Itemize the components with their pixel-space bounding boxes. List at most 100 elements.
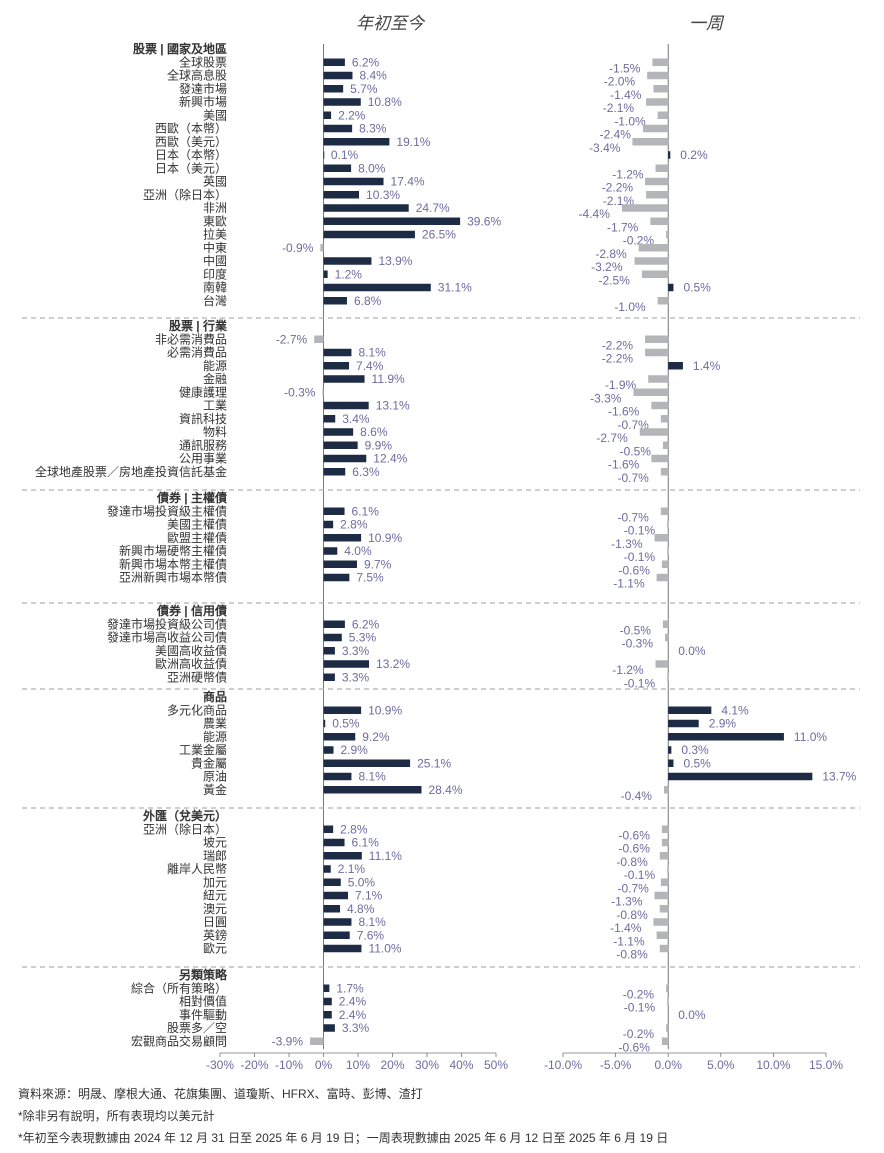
week-value-label: 0.3% — [681, 743, 709, 757]
ytd-value-label: 8.1% — [358, 346, 386, 360]
ytd-bar — [323, 759, 411, 767]
week-value-label: -2.2% — [602, 352, 634, 366]
week-bar — [648, 375, 669, 383]
ytd-bar — [323, 865, 331, 873]
category-label: 原油 — [203, 770, 227, 784]
week-value-label: -0.5% — [620, 444, 652, 458]
week-value-label: -1.1% — [613, 934, 645, 948]
week-bar — [647, 71, 669, 80]
ytd-value-label: 8.4% — [359, 69, 387, 83]
ytd-value-label: 6.1% — [352, 504, 380, 518]
category-label: 亞洲新興市場本幣債 — [119, 570, 227, 585]
category-label: 健康護理 — [179, 384, 227, 399]
ytd-value-label: 26.5% — [422, 228, 456, 242]
ytd-bar — [323, 997, 332, 1006]
ytd-value-label: 2.4% — [339, 1008, 367, 1022]
week-bar — [661, 825, 669, 833]
ytd-value-label: 17.4% — [391, 175, 425, 189]
ytd-bar — [323, 547, 338, 555]
category-label: 多元化商品 — [167, 702, 227, 717]
ytd-value-label: 8.0% — [358, 161, 386, 175]
category-label: 瑞郎 — [203, 849, 227, 863]
week-value-label: -1.9% — [605, 378, 637, 392]
category-label: 美國主權債 — [167, 517, 227, 532]
ytd-value-label: 5.0% — [348, 875, 376, 889]
week-value-label: -0.6% — [619, 828, 651, 842]
category-label: 綜合（所有策略） — [131, 980, 227, 995]
ytd-value-label: 28.4% — [428, 783, 462, 797]
category-label: 南韓 — [203, 280, 227, 295]
ytd-value-label: 31.1% — [438, 281, 472, 295]
week-bar — [646, 191, 669, 199]
panel-title-ytd: 年初至今 — [356, 14, 426, 33]
ytd-bar — [323, 931, 350, 939]
ytd-bar — [323, 905, 341, 913]
week-bar — [667, 865, 669, 873]
x-tick-label-ytd: 40% — [449, 1058, 473, 1072]
week-value-label: -1.3% — [611, 537, 643, 551]
ytd-value-label: 8.1% — [358, 770, 386, 784]
category-label: 日本（本幣） — [155, 148, 227, 162]
ytd-bar — [323, 283, 431, 292]
x-tick-label-week: -10.0% — [544, 1058, 582, 1072]
week-value-label: -0.2% — [623, 1027, 655, 1041]
ytd-value-label: 0.1% — [331, 148, 359, 162]
category-label: 事件驅動 — [179, 1008, 227, 1022]
ytd-bar — [323, 620, 345, 628]
ytd-bar — [323, 111, 332, 119]
ytd-value-label: 39.6% — [467, 214, 501, 228]
ytd-value-label: 7.4% — [356, 359, 384, 373]
ytd-value-label: 25.1% — [417, 756, 451, 770]
category-label: 貴金屬 — [191, 755, 227, 770]
ytd-bar — [323, 719, 326, 728]
category-label: 物料 — [203, 425, 227, 439]
ytd-bar — [323, 362, 350, 370]
ytd-value-label: 1.7% — [336, 981, 364, 995]
ytd-value-label: 13.9% — [378, 254, 412, 268]
week-value-label: 4.1% — [721, 703, 749, 717]
category-label: 發達市場投資級公司債 — [107, 616, 227, 631]
ytd-bar — [323, 507, 345, 515]
week-bar — [668, 283, 674, 292]
category-label: 亞洲（除日本） — [143, 821, 227, 836]
x-tick-label-week: 0.0% — [655, 1058, 683, 1072]
ytd-value-label: 2.9% — [341, 743, 369, 757]
week-value-label: -0.1% — [624, 868, 656, 882]
ytd-value-label: -2.7% — [276, 332, 308, 346]
category-label: 宏觀商品交易顧問 — [131, 1033, 227, 1048]
ytd-bar — [323, 375, 365, 383]
week-value-label: -1.7% — [607, 220, 639, 234]
week-bar — [633, 388, 669, 396]
week-bar — [662, 620, 669, 628]
ytd-value-label: 3.4% — [342, 412, 370, 426]
ytd-value-label: -0.9% — [282, 241, 314, 255]
week-bar — [659, 852, 669, 860]
ytd-value-label: 4.0% — [344, 544, 372, 558]
ytd-bar — [323, 1011, 332, 1019]
week-value-label: -1.6% — [608, 458, 640, 472]
category-label: 新興市場本幣主權債 — [119, 556, 227, 571]
ytd-value-label: 2.8% — [340, 822, 368, 836]
week-value-label: -0.1% — [624, 524, 656, 538]
category-label: 加元 — [203, 875, 227, 889]
week-bar — [652, 58, 669, 66]
ytd-bar — [323, 838, 345, 847]
ytd-value-label: 0.5% — [332, 717, 360, 731]
week-bar — [660, 415, 669, 423]
ytd-bar — [323, 984, 330, 992]
ytd-value-label: -0.3% — [284, 385, 316, 399]
currency-note: *除非另有說明，所有表現均以美元計 — [18, 1109, 215, 1123]
week-value-label: -0.7% — [617, 881, 649, 895]
group-title: 外匯（兌美元） — [143, 808, 227, 823]
x-tick-label-ytd: 30% — [415, 1058, 439, 1072]
week-value-label: -1.1% — [613, 577, 645, 591]
week-bar — [668, 746, 672, 754]
week-value-label: -1.4% — [610, 921, 642, 935]
ytd-bar — [323, 633, 342, 642]
week-value-label: -1.2% — [612, 167, 644, 181]
x-tick-label-week: -5.0% — [600, 1058, 632, 1072]
category-label: 資訊科技 — [179, 411, 227, 426]
x-tick-label-ytd: -30% — [206, 1058, 234, 1072]
week-bar — [634, 257, 669, 265]
